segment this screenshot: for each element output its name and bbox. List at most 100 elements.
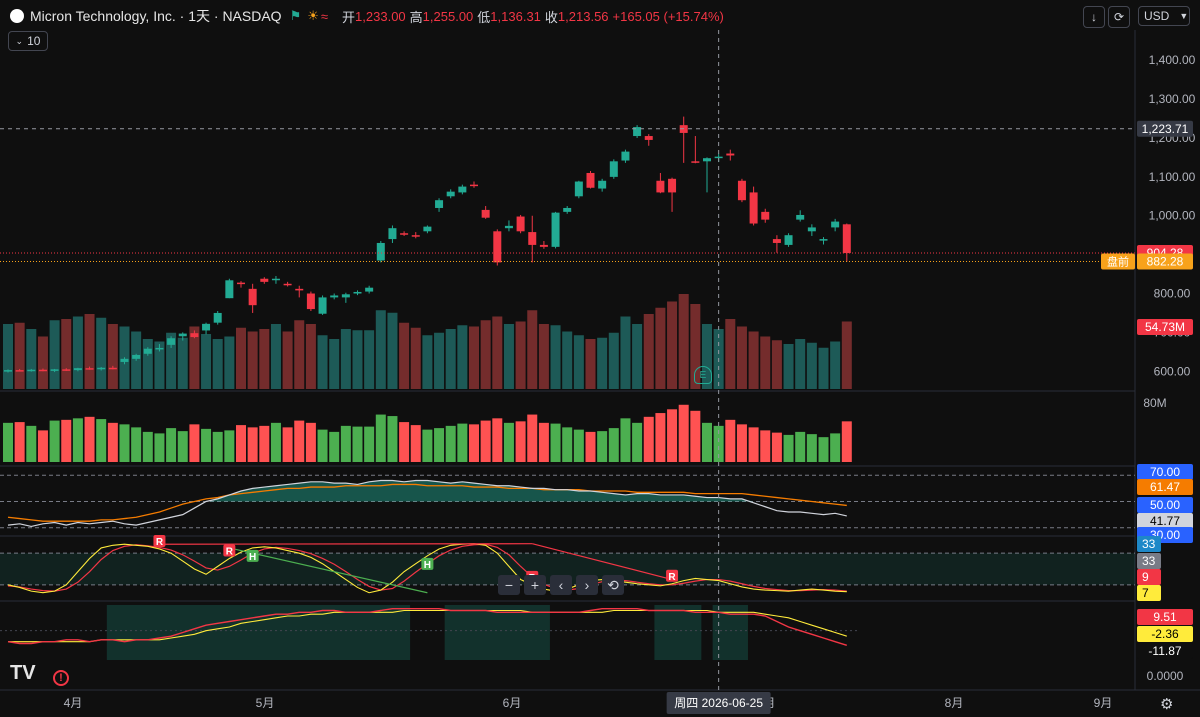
volume-pane-bar xyxy=(515,421,526,462)
rsi-level-label-bg xyxy=(1137,479,1193,495)
volume-pane-bar xyxy=(713,425,724,462)
download-icon[interactable]: ↓ xyxy=(1083,6,1105,28)
candle-body xyxy=(551,212,560,247)
volume-bar xyxy=(177,337,188,389)
volume-bar xyxy=(748,331,759,389)
macd-bull-zone xyxy=(106,605,411,660)
market-hours-icon: ☀ xyxy=(307,8,319,23)
volume-pane-bar xyxy=(399,422,410,462)
volume-bar xyxy=(247,331,258,389)
candle-body xyxy=(644,136,653,140)
volume-bar xyxy=(445,329,456,389)
flag-icon[interactable]: ⚑ xyxy=(289,8,302,23)
volume-pane-bar xyxy=(119,424,130,462)
gear-icon[interactable]: ⚙ xyxy=(1160,696,1174,713)
volume-scale-label: 80M xyxy=(1143,396,1166,410)
volume-bar xyxy=(107,324,118,389)
zoom-in-button[interactable]: + xyxy=(524,575,546,595)
volume-pane-bar xyxy=(201,428,212,462)
volume-pane-bar xyxy=(562,427,573,462)
signal-marker-label: H xyxy=(249,552,256,563)
volume-pane-bar xyxy=(305,422,316,462)
stoch-value-label-bg xyxy=(1137,553,1161,569)
volume-pane-bar xyxy=(131,427,142,462)
candle-body xyxy=(749,192,758,224)
candle-body xyxy=(435,200,444,208)
company-logo xyxy=(10,9,24,23)
volume-bar xyxy=(702,324,712,389)
volume-bar xyxy=(154,341,165,389)
candle-body xyxy=(609,161,618,177)
signal-marker-label: R xyxy=(156,537,164,548)
volume-bar xyxy=(550,325,561,389)
volume-pane-bar xyxy=(422,429,433,462)
macd-value-label: -2.36 xyxy=(1151,627,1179,641)
candle-body xyxy=(202,323,211,331)
premarket-tag-bg xyxy=(1101,253,1135,270)
volume-pane-bar xyxy=(760,430,771,462)
volume-bar xyxy=(573,335,584,389)
rsi-level-label: 41.77 xyxy=(1150,514,1180,528)
stoch-value-label: 7 xyxy=(1142,586,1149,600)
volume-bar xyxy=(224,336,235,389)
scroll-left-button[interactable]: ‹ xyxy=(550,575,572,595)
scroll-right-button[interactable]: › xyxy=(576,575,598,595)
volume-bar xyxy=(725,319,736,389)
candle-body xyxy=(458,186,467,193)
volume-bar xyxy=(375,310,386,389)
low-label: 低 xyxy=(477,9,491,25)
open-value: 1,233.00 xyxy=(355,8,406,24)
change-value: +165.05 (+15.74%) xyxy=(612,8,724,24)
volume-pane-bar xyxy=(690,410,701,462)
signal-marker-label: R xyxy=(226,546,234,557)
stoch-value-label: 9 xyxy=(1142,570,1149,584)
volume-bar xyxy=(259,329,270,389)
divergence-line xyxy=(532,543,673,581)
rsi-ma-line xyxy=(7,483,847,522)
candle-body xyxy=(167,338,176,345)
volume-pane-bar xyxy=(445,425,456,462)
currency-select[interactable]: USD ▼ xyxy=(1138,6,1190,26)
volume-pane-bar xyxy=(166,428,177,462)
volume-pane-bar xyxy=(189,424,200,462)
volume-bar xyxy=(212,339,223,389)
warning-icon[interactable]: ! xyxy=(53,670,69,686)
earnings-icon[interactable]: E xyxy=(694,366,712,384)
indicators-toggle[interactable]: ⌄ 10 xyxy=(8,31,48,51)
volume-pane-bar xyxy=(26,425,37,462)
volume-pane-bar xyxy=(492,418,503,462)
volume-pane-bar xyxy=(61,419,72,462)
volume-bar xyxy=(783,344,794,389)
volume-bar xyxy=(72,316,83,389)
rsi-pane xyxy=(0,474,1135,529)
symbol-title[interactable]: Micron Technology, Inc. · 1天 · NASDAQ xyxy=(30,8,282,24)
signal-marker xyxy=(153,534,166,547)
zoom-out-button[interactable]: − xyxy=(498,575,520,595)
volume-bar xyxy=(667,301,678,389)
candle-body xyxy=(772,239,781,243)
reset-icon[interactable]: ⟲ xyxy=(602,575,624,595)
volume-pane-bar xyxy=(142,431,153,462)
macd-background xyxy=(106,605,748,660)
volume-bar xyxy=(422,335,433,389)
volume-bar xyxy=(585,339,596,389)
tradingview-logo[interactable]: TV xyxy=(10,662,36,684)
volume-bar xyxy=(166,332,177,389)
candle-body xyxy=(15,370,24,372)
volume-pane-bar xyxy=(620,418,631,462)
candle-body xyxy=(132,354,141,359)
volume-bar xyxy=(632,324,643,389)
replay-icon[interactable]: ⟳ xyxy=(1108,6,1130,28)
volume-pane-bar xyxy=(410,425,421,462)
high-value: 1,255.00 xyxy=(422,8,474,24)
price-tick-label: 1,300.00 xyxy=(1149,92,1196,106)
time-tick-label: 4月 xyxy=(64,696,83,710)
volume-bar xyxy=(503,324,514,389)
volume-pane-bar xyxy=(783,434,794,462)
volume-bar xyxy=(352,330,363,389)
volume-pane-bar xyxy=(818,437,829,462)
candle-body xyxy=(481,209,490,218)
volume-pane-bar xyxy=(585,431,596,462)
volume-bar xyxy=(37,336,48,389)
